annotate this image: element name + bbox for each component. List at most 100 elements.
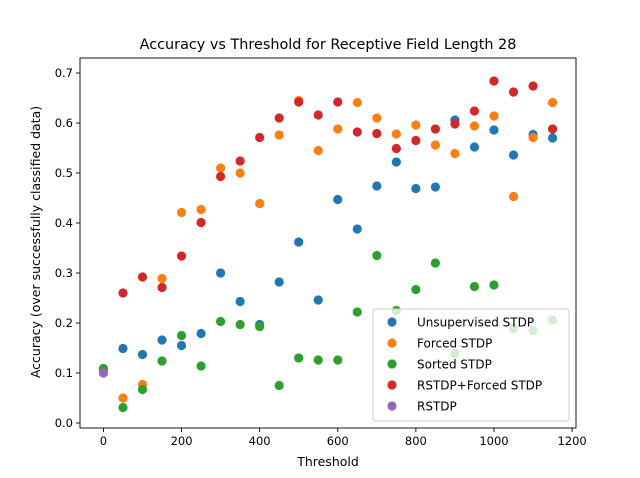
data-point-series-0: [547, 133, 558, 143]
data-point-series-0: [274, 277, 284, 287]
data-point-series-0: [216, 268, 226, 278]
data-point-series-3: [176, 251, 187, 261]
data-point-series-1: [313, 145, 323, 156]
data-point-series-2: [411, 284, 421, 295]
data-point-series-3: [391, 143, 401, 154]
data-point-series-1: [391, 129, 401, 139]
data-point-series-1: [450, 148, 460, 159]
x-axis-label: Threshold: [296, 454, 359, 469]
y-tick-label: 0.0: [55, 416, 73, 430]
data-point-series-1: [469, 121, 480, 131]
data-point-series-1: [528, 132, 538, 143]
legend-marker: [387, 317, 397, 327]
data-point-series-1: [333, 124, 343, 134]
y-tick-label: 0.1: [55, 366, 73, 380]
data-point-series-1: [352, 97, 362, 108]
y-tick-label: 0.5: [55, 166, 73, 180]
data-point-series-2: [176, 330, 187, 341]
data-point-series-3: [411, 135, 421, 146]
data-point-series-1: [216, 163, 226, 173]
y-axis: 0.0 0.1 0.2 0.3 0.4 0.5 0.6 0.7: [55, 66, 80, 430]
data-point-series-3: [352, 127, 362, 137]
data-point-series-2: [352, 307, 362, 317]
y-tick-label: 0.6: [55, 116, 73, 130]
data-point-series-1: [489, 111, 499, 121]
data-point-series-3: [430, 124, 440, 134]
data-point-series-3: [235, 156, 245, 166]
data-point-series-0: [196, 328, 206, 339]
data-point-series-1: [176, 207, 187, 218]
data-point-series-0: [508, 150, 519, 160]
x-tick-label: 1000: [479, 434, 508, 448]
data-point-series-3: [372, 128, 382, 139]
data-point-series-1: [547, 97, 558, 108]
data-point-series-3: [294, 97, 304, 107]
data-point-series-1: [430, 140, 440, 150]
data-point-series-4: [98, 368, 109, 378]
data-point-series-0: [137, 349, 148, 360]
data-point-series-2: [255, 321, 265, 332]
data-point-series-2: [313, 355, 323, 365]
data-point-series-1: [196, 204, 206, 215]
data-point-series-3: [313, 110, 323, 120]
y-tick-label: 0.3: [55, 266, 73, 280]
data-point-series-3: [137, 272, 148, 282]
data-point-series-3: [469, 106, 480, 116]
data-point-series-3: [489, 76, 499, 86]
data-point-series-3: [118, 288, 128, 298]
chart-title: Accuracy vs Threshold for Receptive Fiel…: [140, 37, 517, 53]
data-point-series-3: [450, 119, 460, 129]
data-point-series-2: [118, 402, 128, 413]
y-axis-label: Accuracy (over successfully classified d…: [28, 106, 43, 378]
legend-label: RSTDP+Forced STDP: [417, 379, 542, 393]
plot-frame: [79, 57, 577, 429]
data-point-series-3: [547, 124, 558, 134]
legend-label: Unsupervised STDP: [417, 316, 534, 330]
legend-marker: [387, 401, 397, 411]
legend-label: Sorted STDP: [417, 358, 492, 372]
y-tick-label: 0.4: [55, 216, 73, 230]
data-point-series-2: [274, 380, 284, 391]
legend-box: [372, 308, 570, 422]
x-tick-label: 800: [405, 434, 427, 448]
data-point-series-0: [294, 237, 304, 247]
data-point-series-0: [313, 295, 323, 305]
data-point-series-3: [255, 132, 265, 143]
y-tick-label: 0.7: [55, 66, 73, 80]
data-point-series-2: [333, 355, 343, 365]
data-point-series-0: [391, 157, 401, 167]
legend-marker: [387, 359, 397, 369]
data-point-series-2: [157, 356, 167, 366]
data-point-series-1: [274, 130, 284, 140]
x-tick-label: 200: [171, 434, 193, 448]
data-point-series-0: [157, 335, 167, 345]
data-point-series-0: [411, 183, 421, 194]
data-point-series-0: [176, 340, 187, 351]
x-tick-label: 600: [327, 434, 349, 448]
data-point-series-2: [216, 316, 226, 327]
data-point-series-2: [372, 250, 382, 261]
legend-marker: [387, 338, 397, 348]
data-point-series-2: [430, 258, 440, 268]
data-point-series-2: [235, 319, 245, 330]
data-point-series-3: [528, 81, 538, 91]
data-point-series-0: [430, 182, 440, 192]
data-point-series-1: [255, 198, 265, 209]
data-point-series-2: [196, 361, 206, 371]
data-point-series-0: [235, 296, 245, 307]
data-point-series-1: [118, 393, 128, 403]
data-point-series-0: [118, 343, 128, 354]
data-point-series-1: [372, 113, 382, 123]
data-point-series-1: [157, 273, 167, 284]
data-point-series-2: [294, 353, 304, 363]
data-point-series-3: [157, 282, 167, 293]
data-point-series-3: [333, 97, 343, 107]
data-point-series-0: [469, 142, 480, 152]
y-tick-label: 0.2: [55, 316, 73, 330]
x-tick-label: 0: [100, 434, 107, 448]
x-tick-label: 1200: [557, 434, 586, 448]
data-point-series-0: [372, 181, 382, 191]
data-point-series-2: [489, 280, 499, 290]
data-point-series-2: [137, 384, 148, 395]
